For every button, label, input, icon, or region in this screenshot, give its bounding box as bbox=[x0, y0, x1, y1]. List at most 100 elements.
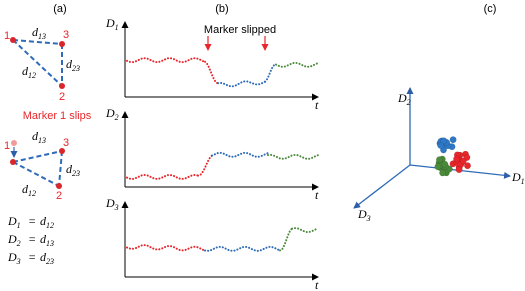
cluster-point bbox=[439, 169, 447, 177]
math-label: D1 bbox=[105, 16, 119, 32]
base: d bbox=[32, 129, 39, 143]
node-label: 2 bbox=[59, 91, 65, 103]
cluster-point bbox=[434, 163, 442, 171]
signal-trace bbox=[275, 61, 319, 68]
base: D bbox=[7, 214, 17, 228]
subscript: 13 bbox=[46, 239, 54, 248]
base: D bbox=[105, 196, 115, 210]
panel-label: (a) bbox=[53, 3, 66, 15]
subscript: 1 bbox=[521, 177, 525, 186]
caption: Marker 1 slips bbox=[23, 110, 92, 122]
math-label: D2 bbox=[7, 232, 21, 248]
cluster-point bbox=[437, 141, 445, 149]
signal-trace bbox=[279, 227, 293, 252]
panel-label: (b) bbox=[215, 3, 228, 15]
cluster-point bbox=[464, 162, 471, 170]
base: d bbox=[66, 57, 73, 71]
cluster-point bbox=[436, 156, 443, 164]
operator: = bbox=[28, 232, 36, 246]
signal-trace bbox=[291, 227, 319, 234]
signal-trace bbox=[264, 63, 277, 83]
math-label: D3 bbox=[105, 196, 119, 212]
math-label: d12 bbox=[22, 182, 36, 198]
edges bbox=[12, 39, 63, 187]
base: D bbox=[357, 207, 367, 221]
base: D bbox=[105, 106, 115, 120]
subscript: 2 bbox=[115, 113, 119, 122]
signal-trace bbox=[126, 174, 199, 180]
math-label: D1 bbox=[7, 214, 21, 230]
subscript: 3 bbox=[114, 203, 119, 212]
subscript: 12 bbox=[46, 221, 54, 230]
signal-trace bbox=[197, 154, 213, 177]
cluster-point bbox=[449, 136, 457, 144]
cluster-point bbox=[455, 166, 463, 174]
node-label: 1 bbox=[4, 30, 10, 42]
signal-trace bbox=[204, 60, 219, 85]
signal-trace bbox=[217, 80, 266, 88]
base: d bbox=[32, 25, 39, 39]
subscript: 2 bbox=[407, 98, 411, 107]
base: D bbox=[7, 232, 17, 246]
clusters bbox=[434, 136, 471, 177]
base: d bbox=[40, 250, 47, 264]
math-label: d13 bbox=[32, 25, 46, 41]
x-axis-label: t bbox=[315, 98, 319, 112]
subscript: 13 bbox=[38, 136, 46, 145]
base: D bbox=[105, 16, 115, 30]
x-axis-label: t bbox=[315, 278, 319, 291]
math-label: d12 bbox=[22, 64, 36, 80]
math-label: d23 bbox=[66, 162, 80, 178]
signal-trace bbox=[267, 153, 319, 160]
panel-label: (c) bbox=[484, 3, 497, 15]
operator: = bbox=[28, 214, 36, 228]
math-label: d13 bbox=[40, 232, 54, 248]
math-label: d23 bbox=[40, 250, 54, 266]
node-label: 3 bbox=[63, 29, 69, 41]
cluster-point bbox=[440, 137, 448, 145]
cluster-point bbox=[441, 160, 449, 168]
subscript: 3 bbox=[366, 214, 371, 223]
subscript: 23 bbox=[72, 169, 80, 178]
subscript: 12 bbox=[28, 189, 36, 198]
node-label: 1 bbox=[4, 140, 10, 152]
subscript: 13 bbox=[38, 32, 46, 41]
base: d bbox=[22, 182, 29, 196]
base: d bbox=[66, 162, 73, 176]
old-marker bbox=[11, 140, 17, 146]
math-label: D3 bbox=[357, 207, 371, 223]
subscript: 23 bbox=[46, 257, 54, 266]
base: D bbox=[511, 170, 521, 184]
math-label: D3 bbox=[7, 250, 21, 266]
signal-trace bbox=[126, 244, 206, 252]
subscript: 1 bbox=[115, 23, 119, 32]
math-label: D2 bbox=[397, 91, 411, 107]
math-label: D1 bbox=[511, 170, 525, 186]
base: d bbox=[22, 64, 29, 78]
cluster-point bbox=[453, 155, 461, 163]
base: D bbox=[397, 91, 407, 105]
signal-trace bbox=[211, 151, 269, 158]
subscript: 23 bbox=[72, 64, 80, 73]
base: d bbox=[40, 214, 47, 228]
base: D bbox=[7, 250, 17, 264]
markers bbox=[10, 37, 65, 189]
math-label: d13 bbox=[32, 129, 46, 145]
math-label: d23 bbox=[66, 57, 80, 73]
space-axes bbox=[353, 87, 511, 209]
math-label: D2 bbox=[105, 106, 119, 122]
cluster-point bbox=[459, 157, 467, 165]
operator: = bbox=[28, 250, 36, 264]
subscript: 1 bbox=[17, 221, 21, 230]
base: d bbox=[40, 232, 47, 246]
signal-trace bbox=[204, 245, 281, 252]
annotation: Marker slipped bbox=[204, 24, 276, 36]
node-label: 3 bbox=[63, 137, 69, 149]
math-label: d12 bbox=[40, 214, 54, 230]
subscript: 2 bbox=[17, 239, 21, 248]
signal-trace bbox=[126, 57, 206, 64]
subscript: 3 bbox=[16, 257, 21, 266]
node-label: 2 bbox=[56, 190, 62, 202]
